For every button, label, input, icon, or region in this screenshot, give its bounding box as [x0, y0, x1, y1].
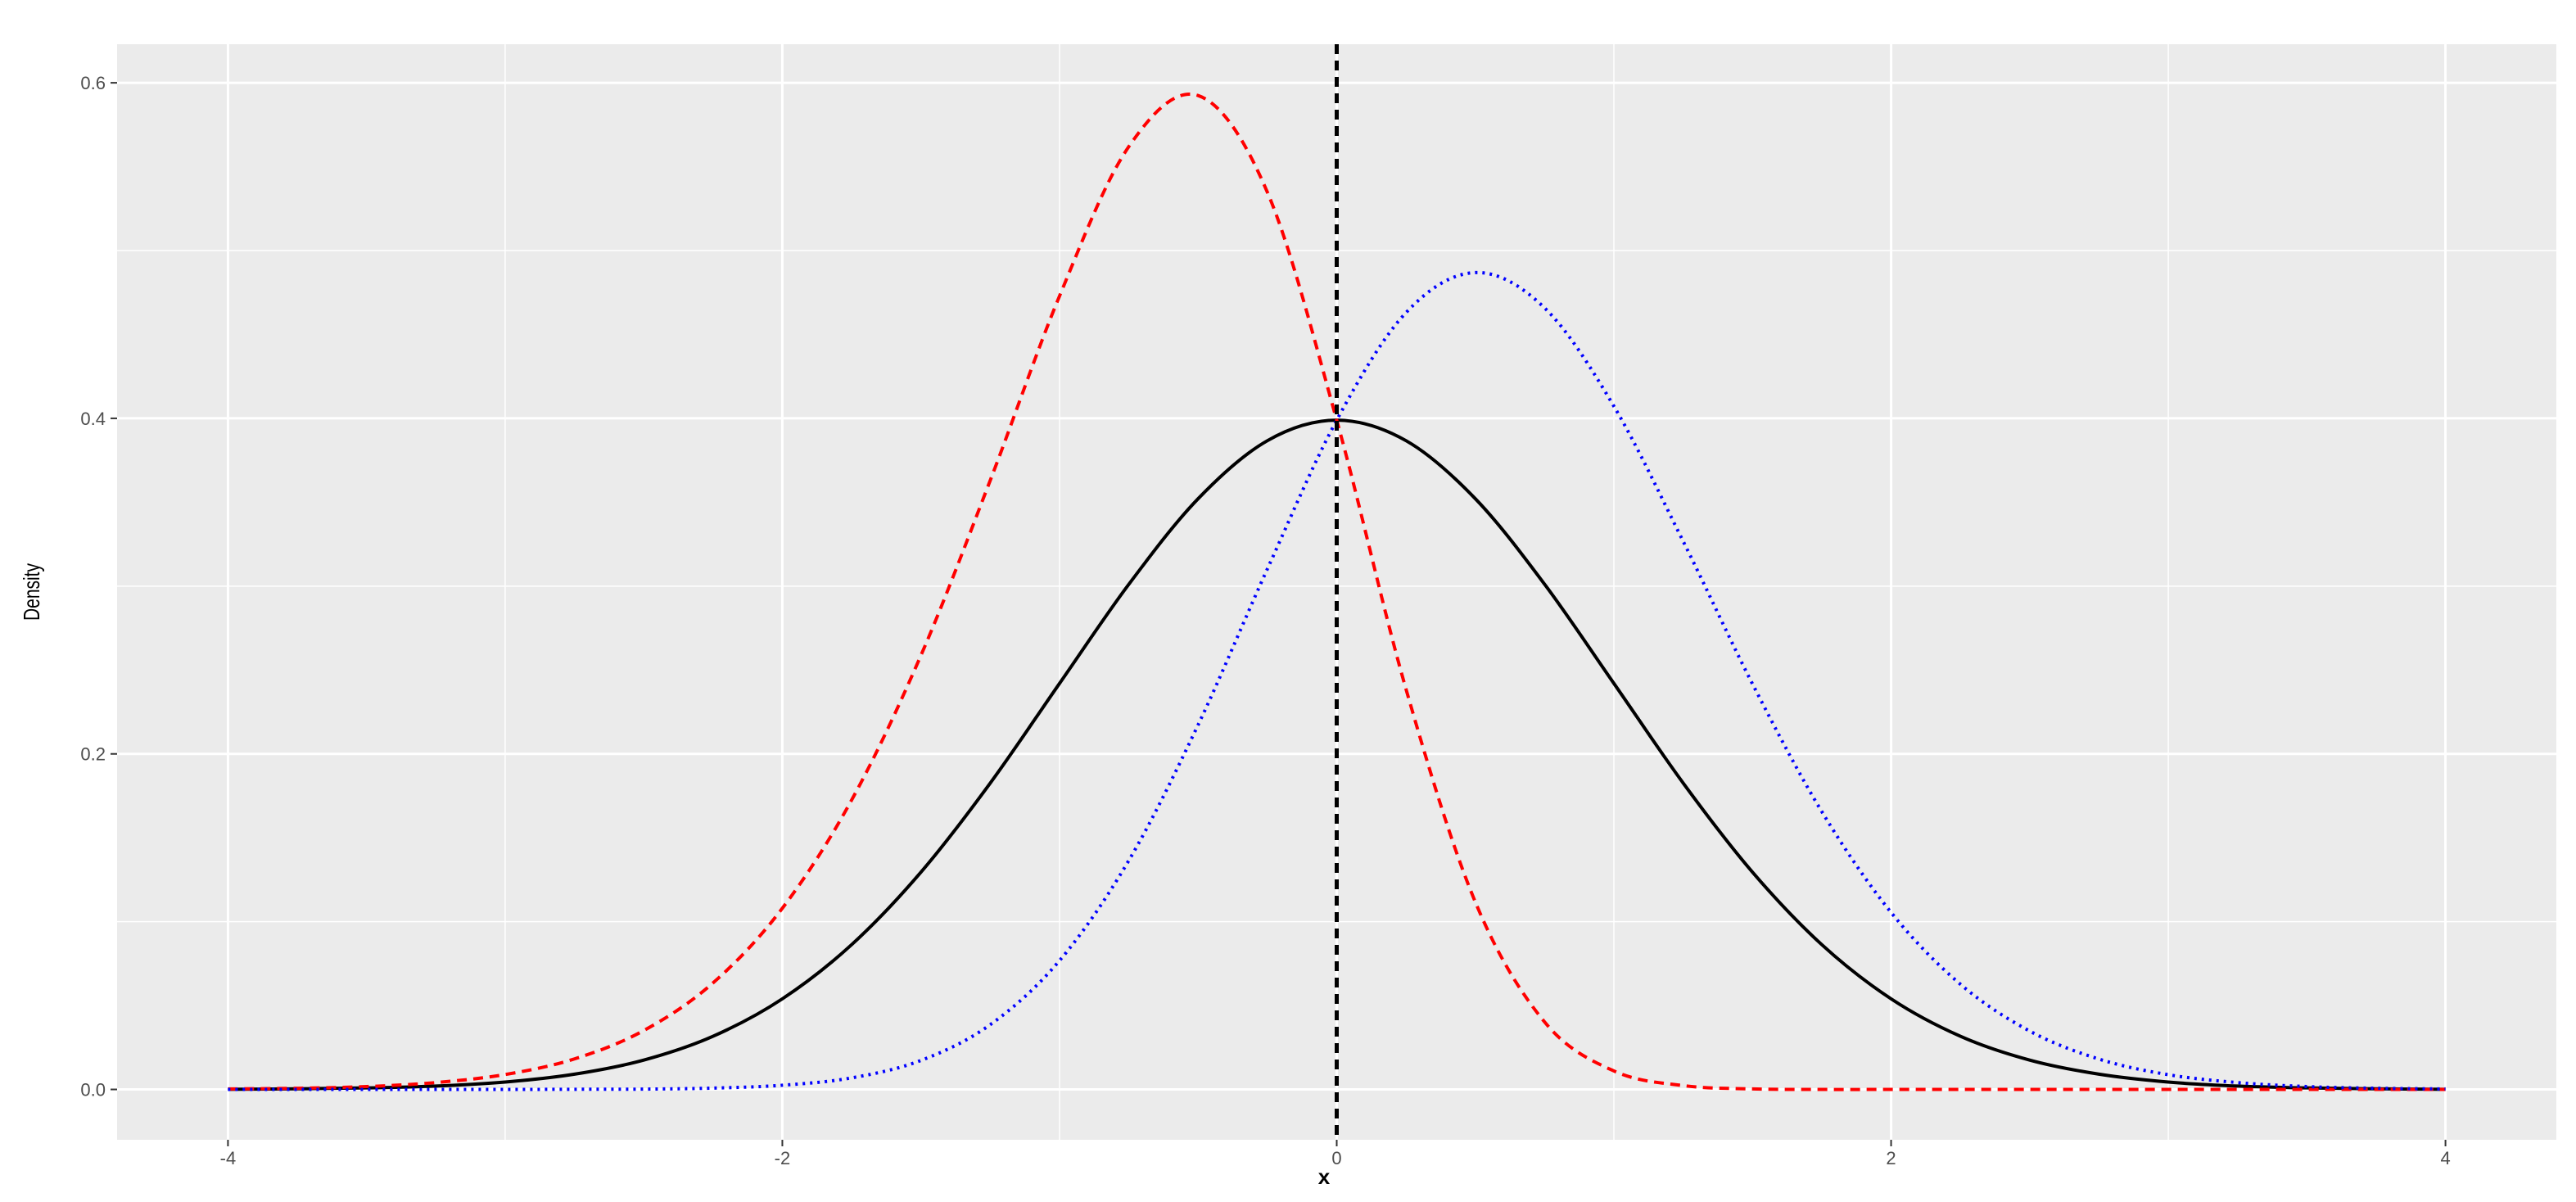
- axes: -4 -2 0 2 4 0.0 0.2 0.4 0.6: [80, 73, 2450, 1168]
- x-tick-label: 2: [1886, 1148, 1896, 1168]
- y-axis-title: Density: [20, 563, 45, 621]
- x-tick-label: -2: [775, 1148, 791, 1168]
- density-line: [228, 93, 2446, 1091]
- y-tick-label: 0.4: [80, 409, 106, 429]
- y-tick-label: 0.2: [80, 744, 106, 765]
- y-tick-label: 0.6: [80, 73, 106, 93]
- y-tick-label: 0.0: [80, 1080, 106, 1100]
- x-tick-label: 0: [1331, 1148, 1341, 1168]
- x-axis-title: x: [1318, 1164, 1331, 1189]
- plot-area: [228, 44, 2446, 1140]
- x-tick-label: 4: [2440, 1148, 2450, 1168]
- x-tick-label: -4: [220, 1148, 237, 1168]
